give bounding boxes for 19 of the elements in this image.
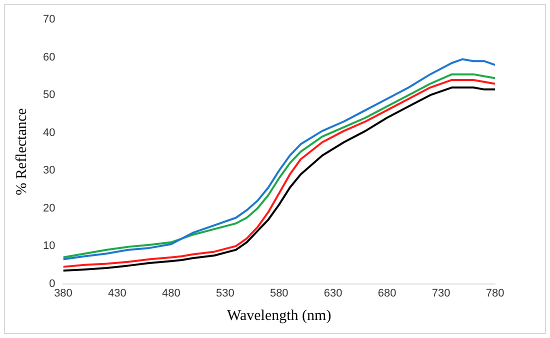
y-axis-title: % Reflectance	[14, 108, 30, 196]
x-tick-label: 530	[216, 287, 234, 300]
y-tick-label: 50	[42, 89, 56, 102]
x-tick-label: 630	[324, 287, 342, 300]
x-tick-label: 580	[270, 287, 288, 300]
x-tick-label: 680	[378, 287, 396, 300]
x-tick-label: 480	[162, 287, 180, 300]
y-tick-label: 70	[42, 14, 56, 26]
x-tick-label: 780	[486, 287, 504, 300]
y-tick-label: 60	[42, 51, 56, 64]
y-tick-label: 30	[42, 164, 56, 177]
y-tick-label: 0	[49, 278, 56, 290]
y-tick-label: 40	[42, 126, 56, 139]
y-tick-label: 20	[42, 202, 56, 214]
x-tick-label: 430	[108, 287, 126, 300]
x-tick-label: 730	[432, 287, 450, 300]
x-tick-label: 380	[54, 287, 72, 300]
x-axis-title: Wavelength (nm)	[227, 308, 332, 324]
y-tick-label: 10	[42, 240, 56, 252]
